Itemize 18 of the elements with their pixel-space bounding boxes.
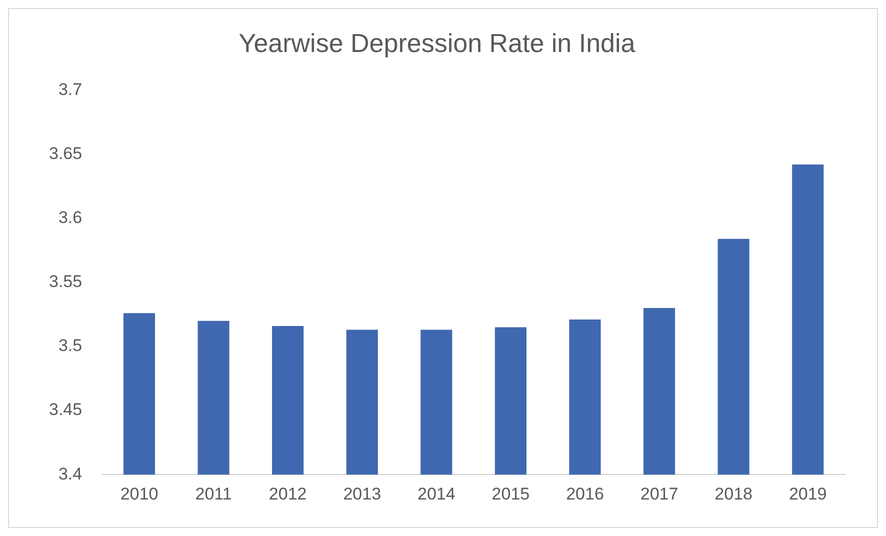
x-tick-label: 2015	[492, 484, 530, 504]
y-tick-label: 3.65	[48, 144, 82, 163]
x-tick-label: 2016	[566, 484, 604, 504]
chart-title: Yearwise Depression Rate in India	[238, 28, 636, 58]
y-tick-label: 3.55	[48, 272, 82, 292]
y-tick-label: 3.4	[58, 464, 82, 484]
x-tick-label: 2018	[714, 484, 752, 504]
x-tick-label: 2014	[417, 484, 456, 504]
x-tick-label: 2010	[120, 484, 158, 504]
x-tick-label: 2013	[343, 484, 382, 504]
x-tick-label: 2019	[788, 484, 827, 504]
x-tick-label: 2017	[640, 484, 678, 504]
y-tick-label: 3.7	[58, 80, 82, 99]
y-tick-label: 3.5	[58, 336, 82, 356]
x-tick-label: 2012	[268, 484, 307, 504]
y-tick-label: 3.6	[58, 208, 82, 228]
x-tick-label: 2011	[195, 484, 232, 504]
y-tick-label: 3.45	[48, 400, 82, 420]
